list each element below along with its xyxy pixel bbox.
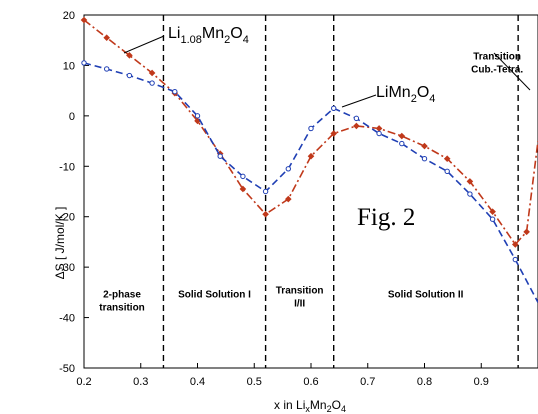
callout-line-transition — [493, 52, 531, 91]
data-point — [217, 153, 223, 159]
y-axis-title: ΔS [ J/mol/K ] — [53, 207, 67, 280]
region-label: Solid Solution I — [178, 289, 251, 300]
data-point — [126, 72, 133, 79]
series-layer — [80, 16, 538, 303]
data-point — [239, 185, 247, 193]
data-point — [489, 208, 496, 215]
data-point — [376, 130, 382, 137]
callout-line-limn2o4 — [341, 94, 377, 108]
y-tick-label: 10 — [63, 60, 75, 72]
tick-labels: -50 -40 -30 -20 -10 0 10 20 0.2 0.3 0.4 0.5 0.6 0.7 0.… — [59, 10, 489, 388]
data-point — [466, 178, 474, 185]
data-point — [103, 34, 111, 42]
data-point — [149, 80, 155, 86]
data-point — [126, 52, 133, 59]
data-point — [172, 88, 178, 95]
x-tick-label: 0.8 — [417, 376, 432, 388]
y-tick-label: 20 — [63, 10, 75, 22]
data-point — [489, 216, 496, 222]
data-point — [353, 122, 360, 130]
series-limn2o4 — [81, 60, 538, 303]
data-point — [104, 66, 110, 72]
region-label: Solid Solution II — [388, 289, 464, 300]
region-label: 2-phase transition — [99, 289, 145, 313]
data-point — [375, 125, 383, 132]
x-tick-label: 0.7 — [360, 376, 375, 388]
callout-line-li108 — [123, 35, 165, 54]
x-tick-label: 0.5 — [247, 376, 262, 388]
data-point — [308, 125, 314, 132]
data-point — [81, 60, 87, 66]
data-point — [511, 241, 519, 248]
y-tick-label: -30 — [59, 262, 75, 274]
y-tick-label: -40 — [59, 313, 75, 325]
data-point — [353, 115, 360, 122]
data-point — [240, 173, 246, 180]
data-point — [331, 105, 337, 111]
data-point — [262, 210, 269, 218]
x-axis-title: x in LixMn2O4 — [274, 398, 346, 414]
plot-axes — [83, 14, 538, 369]
data-point — [523, 228, 530, 236]
data-point — [307, 152, 315, 160]
limn2o4-series-label: LiMn2O4 — [376, 84, 435, 105]
y-tick-label: -50 — [59, 363, 75, 375]
x-tick-label: 0.2 — [76, 376, 91, 388]
x-tick-label: 0.4 — [190, 376, 205, 388]
series-line — [83, 19, 538, 246]
data-point — [421, 142, 428, 150]
data-point — [285, 166, 291, 172]
data-point — [398, 132, 406, 140]
region-label: TransitionCub.-Tetra. — [471, 51, 523, 75]
x-tick-label: 0.3 — [133, 376, 148, 388]
y-tick-label: -20 — [59, 212, 75, 224]
region-label: Transition I/II — [276, 285, 324, 309]
region-divider-lines — [162, 15, 519, 368]
y-tick-label: -10 — [59, 161, 75, 173]
data-point — [284, 195, 292, 203]
figure-label: Fig. 2 — [357, 204, 415, 231]
y-tick-label: 0 — [69, 111, 75, 123]
data-point — [80, 16, 88, 24]
x-tick-label: 0.9 — [474, 376, 489, 388]
li108-series-label: Li1.08Mn2O4 — [168, 25, 249, 46]
data-point — [512, 256, 518, 263]
series-li108mn2o4 — [80, 16, 538, 248]
data-point — [262, 188, 269, 195]
data-point — [421, 156, 428, 162]
data-point — [330, 130, 338, 137]
data-point — [467, 191, 473, 197]
data-point — [194, 113, 201, 119]
data-point — [443, 155, 451, 163]
data-point — [399, 140, 405, 147]
x-tick-label: 0.6 — [303, 376, 318, 388]
data-point — [148, 69, 156, 77]
data-point — [444, 168, 450, 175]
